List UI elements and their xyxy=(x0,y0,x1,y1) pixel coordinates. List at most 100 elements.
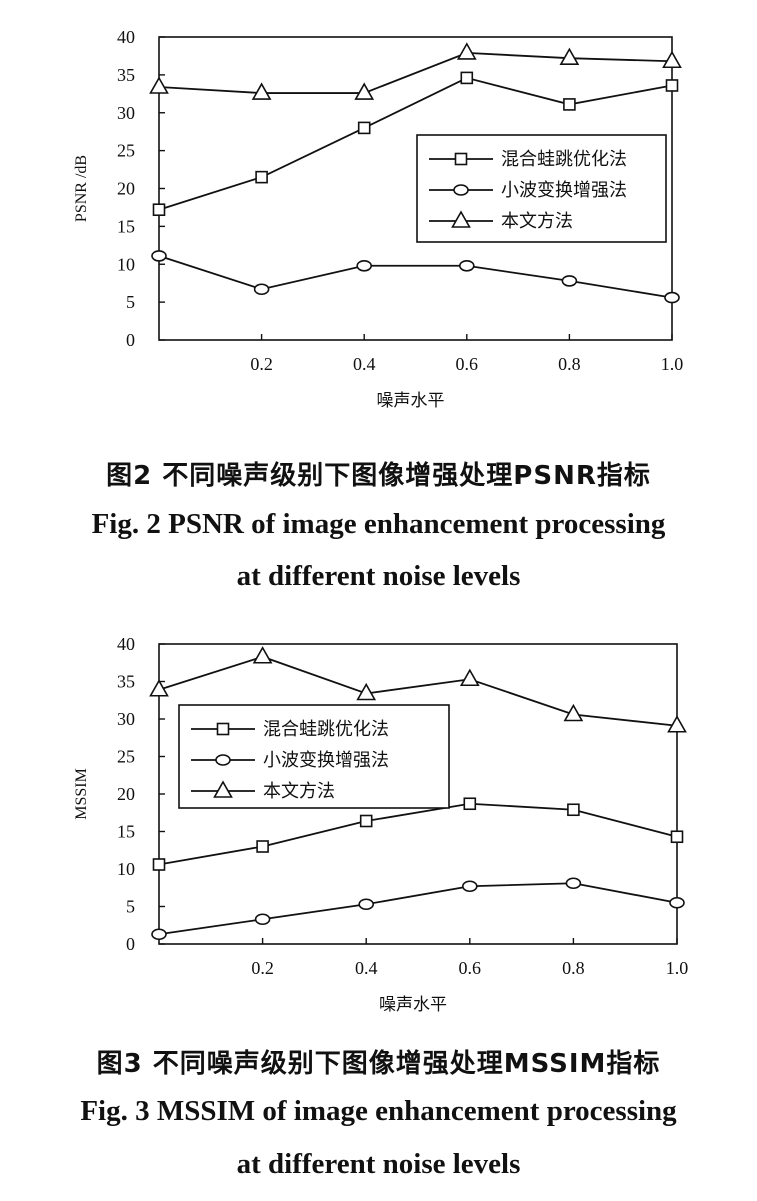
psnr-chart: 0 5 10 15 20 25 30 35 40 0.2 0.4 0.6 0.8 1.0 噪声水平 PSNR … xyxy=(73,27,684,411)
data-point-triangle xyxy=(459,668,480,687)
y-tick-label: 35 xyxy=(117,672,135,692)
x-tick-label: 0.8 xyxy=(562,958,585,978)
y-tick-label: 10 xyxy=(117,254,135,274)
x-tick-label: 0.8 xyxy=(558,354,581,374)
legend-label: 混合蛙跳优化法 xyxy=(263,719,389,740)
data-point-triangle xyxy=(667,715,687,733)
series-circle xyxy=(151,250,680,304)
y-axis-label: MSSIM xyxy=(73,768,90,820)
y-tick-label: 40 xyxy=(117,27,135,47)
series-line xyxy=(158,76,673,211)
series-square xyxy=(152,71,679,217)
y-tick-label: 35 xyxy=(117,65,135,85)
data-point-circle xyxy=(254,913,271,926)
data-point-circle xyxy=(458,259,475,272)
data-point-circle xyxy=(253,283,270,296)
data-point-triangle xyxy=(354,82,375,100)
x-tick-label: 0.4 xyxy=(355,958,378,978)
y-tick-label: 20 xyxy=(117,179,135,199)
y-tick-label: 0 xyxy=(126,934,135,954)
data-point-circle xyxy=(565,877,582,890)
y-tick-label: 0 xyxy=(126,330,135,350)
x-axis-label: 噪声水平 xyxy=(377,391,445,411)
legend-marker-square xyxy=(454,152,468,166)
series-line xyxy=(158,882,678,936)
fig2-caption-en-line2: at different noise levels xyxy=(236,560,521,592)
data-point-square xyxy=(357,121,371,135)
data-point-square xyxy=(152,203,166,217)
series-square xyxy=(152,797,684,871)
data-point-square xyxy=(567,803,580,817)
fig3-caption-en-line1: Fig. 3 MSSIM of image enhancement proces… xyxy=(80,1095,677,1127)
legend-marker-circle xyxy=(453,184,469,196)
y-tick-label: 30 xyxy=(117,709,135,729)
fig2-caption-en-line1: Fig. 2 PSNR of image enhancement process… xyxy=(91,508,666,540)
data-point-triangle xyxy=(662,50,682,69)
data-point-triangle xyxy=(252,646,273,664)
series-line xyxy=(158,255,673,299)
legend-label: 混合蛙跳优化法 xyxy=(501,149,627,170)
y-tick-label: 10 xyxy=(117,859,135,879)
y-tick-label: 5 xyxy=(126,897,135,917)
y-tick-label: 5 xyxy=(126,292,135,312)
data-point-triangle xyxy=(149,76,169,94)
series-line xyxy=(158,802,678,866)
data-point-square xyxy=(665,79,679,92)
data-point-circle xyxy=(461,880,478,893)
x-tick-label: 0.6 xyxy=(459,958,482,978)
series-line xyxy=(158,51,673,94)
data-point-square xyxy=(256,840,269,853)
y-tick-label: 25 xyxy=(117,747,135,767)
data-point-circle xyxy=(356,259,373,272)
fig2-caption-cn: 图2 不同噪声级别下图像增强处理PSNR指标 xyxy=(106,461,651,491)
x-tick-label: 0.2 xyxy=(251,958,274,978)
y-tick-label: 30 xyxy=(117,103,135,123)
x-axis-label: 噪声水平 xyxy=(379,995,447,1015)
data-point-circle xyxy=(664,291,680,304)
data-point-square xyxy=(460,71,474,85)
data-point-triangle xyxy=(356,682,377,701)
fig3-caption-en-line2: at different noise levels xyxy=(236,1148,521,1180)
x-tick-label: 0.2 xyxy=(250,354,273,374)
y-tick-label: 20 xyxy=(117,784,135,804)
data-point-circle xyxy=(151,250,167,262)
data-point-triangle xyxy=(149,679,169,697)
legend-marker-square xyxy=(216,722,230,736)
series-triangle xyxy=(149,42,682,100)
legend-marker-triangle xyxy=(213,780,233,798)
data-point-circle xyxy=(358,898,375,911)
x-tick-label: 1.0 xyxy=(666,958,689,978)
legend-label: 本文方法 xyxy=(501,211,573,232)
series-circle xyxy=(151,877,685,941)
data-point-triangle xyxy=(563,703,584,722)
legend-label: 本文方法 xyxy=(263,781,335,802)
data-point-square xyxy=(670,830,684,844)
series-line xyxy=(158,655,678,727)
legend-marker-circle xyxy=(215,754,231,766)
data-point-triangle xyxy=(456,42,477,60)
x-tick-label: 0.4 xyxy=(353,354,376,374)
data-point-circle xyxy=(151,928,167,941)
x-tick-label: 1.0 xyxy=(661,354,684,374)
y-tick-label: 15 xyxy=(117,822,135,842)
y-axis-label: PSNR /dB xyxy=(73,155,90,222)
mssim-chart: 0 5 10 15 20 25 30 35 40 0.2 0.4 0.6 0.8 1.0 噪声水平 MSSIM… xyxy=(73,634,689,1015)
data-point-square xyxy=(359,814,373,828)
x-tick-label: 0.6 xyxy=(456,354,479,374)
data-point-circle xyxy=(669,896,685,909)
y-tick-label: 40 xyxy=(117,634,135,654)
data-point-triangle xyxy=(251,82,272,100)
legend-label: 小波变换增强法 xyxy=(501,180,627,201)
data-point-circle xyxy=(561,275,578,287)
data-point-square xyxy=(152,858,166,871)
legend-label: 小波变换增强法 xyxy=(263,750,389,771)
data-point-square xyxy=(255,170,268,184)
data-point-square xyxy=(563,98,576,111)
data-point-square xyxy=(463,797,477,811)
series-triangle xyxy=(149,646,687,733)
data-point-triangle xyxy=(559,47,580,66)
y-tick-label: 25 xyxy=(117,141,135,161)
y-tick-label: 15 xyxy=(117,216,135,236)
legend-marker-triangle xyxy=(451,210,471,228)
fig3-caption-cn: 图3 不同噪声级别下图像增强处理MSSIM指标 xyxy=(96,1049,661,1079)
